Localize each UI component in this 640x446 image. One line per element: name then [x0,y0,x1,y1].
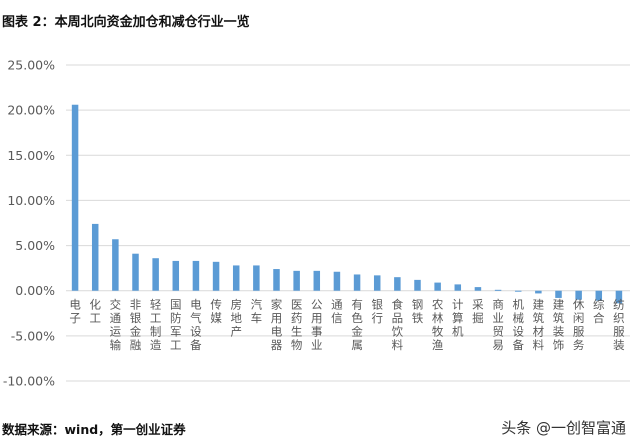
bar [132,253,139,291]
y-tick-label: 15.00% [7,148,55,163]
x-tick-label: 交通运输 [110,298,122,353]
x-tick-label: 医药生物 [291,298,303,353]
bar [172,260,180,291]
x-tick-label: 电子 [69,298,81,326]
x-tick-label: 通信 [331,298,343,326]
x-tick-label: 国防军工 [170,298,182,353]
bar [253,265,260,291]
x-tick-label: 家用电器 [271,298,283,353]
x-tick-label: 纺织服装 [613,298,625,353]
x-tick-label: 电气设备 [190,298,202,353]
bar [575,290,582,300]
y-tick-label: 25.00% [7,58,55,73]
bar [232,265,240,291]
x-tick-label: 综合 [593,298,605,326]
y-tick-label: 0.00% [15,283,55,298]
bar [192,260,200,291]
bar [152,258,159,291]
chart-title: 图表 2：本周北向资金加仓和减仓行业一览 [2,15,250,30]
x-tick-label: 食品饮料 [392,298,404,353]
x-tick-label: 房地产 [230,298,242,339]
y-tick-label: 5.00% [15,238,55,253]
bar [474,287,482,291]
bar [293,270,300,291]
y-tick-label: -10.00% [3,374,55,389]
bar [353,274,361,291]
bar [112,239,119,291]
x-tick-label: 采掘 [472,298,484,326]
x-tick-label: 轻工制造 [150,298,162,353]
bar [333,271,341,291]
bar [373,275,381,291]
x-tick-label: 公用事业 [311,298,323,353]
bar [454,284,462,291]
bar [535,290,542,294]
x-tick-label: 计算机 [452,298,464,339]
x-tick-label: 商业贸易 [492,298,504,353]
bar [273,269,280,291]
x-tick-label: 汽车 [251,298,263,326]
x-tick-label: 有色金属 [351,298,363,353]
bar [394,277,401,291]
bar [514,290,522,292]
data-source-note: 数据来源：wind，第一创业证券 [2,422,186,437]
x-tick-label: 钢铁 [412,298,424,326]
x-tick-label: 农林牧渔 [432,298,444,353]
bar [555,290,562,298]
bar [615,290,623,304]
x-tick-label: 建筑材料 [533,298,545,353]
x-tick-label: 建筑装饰 [553,298,565,353]
x-tick-label: 休闲服务 [573,298,585,353]
y-tick-label: -5.00% [11,328,55,343]
bar [91,223,99,291]
y-tick-label: 20.00% [7,103,55,118]
x-tick-label: 传媒 [210,298,222,326]
x-tick-label: 银行 [371,298,383,326]
bar [71,104,79,291]
x-tick-label: 机械设备 [512,298,524,353]
x-tick-label: 化工 [89,298,101,326]
bar [313,270,321,291]
bar [414,279,421,291]
x-tick-label: 非银金融 [130,298,142,353]
bar [595,290,603,301]
bar [494,289,502,291]
bar [434,282,441,291]
bar [212,261,220,291]
y-tick-label: 10.00% [7,193,55,208]
watermark: 头条 @一创智富通 [501,419,626,437]
